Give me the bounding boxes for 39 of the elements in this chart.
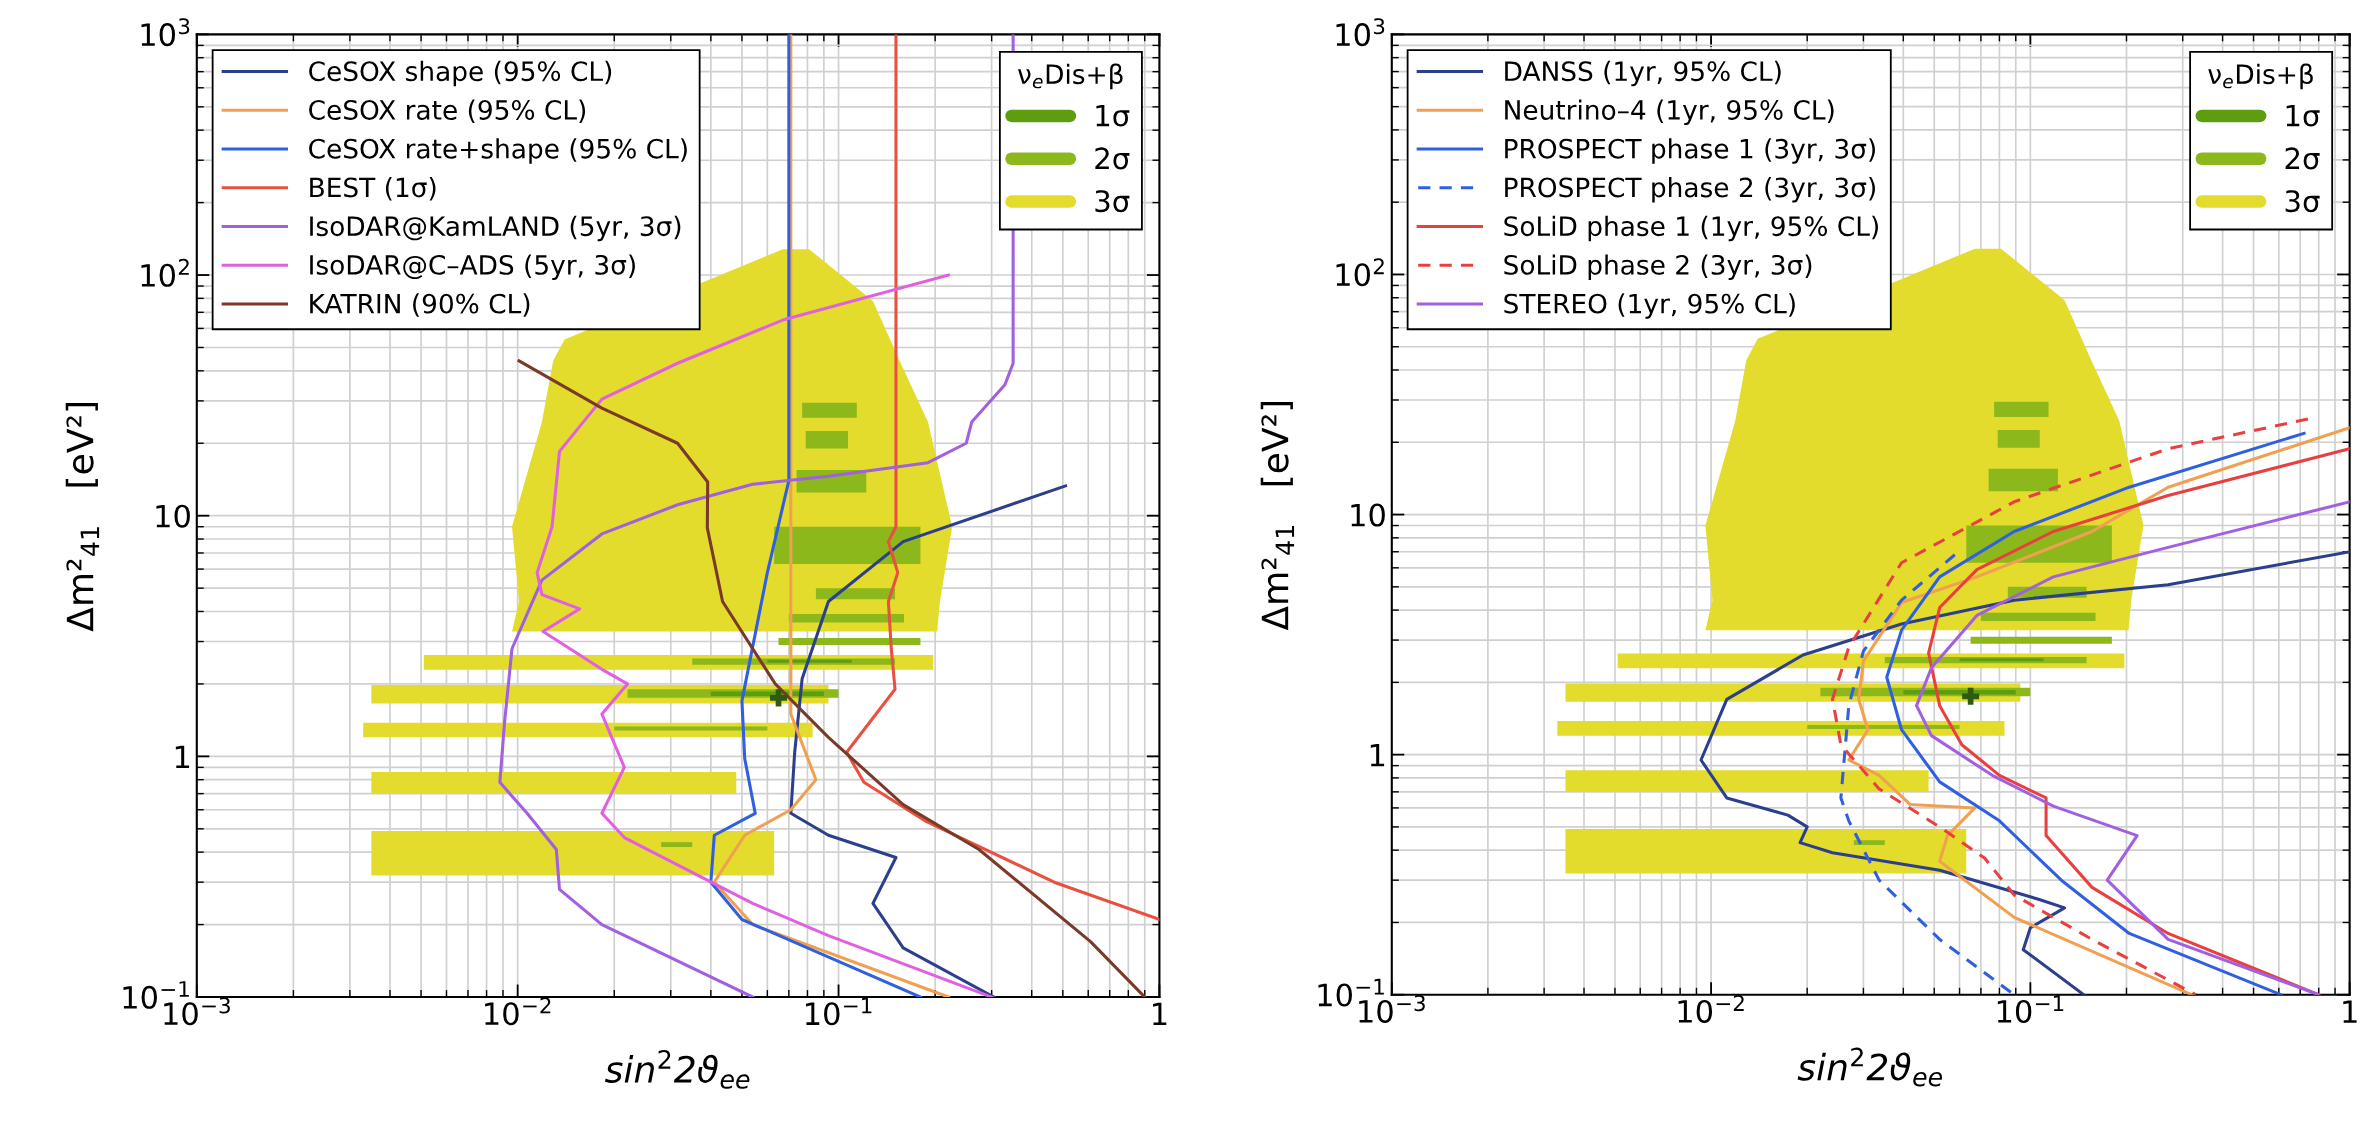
legend-label: 1σ [2286,104,2320,127]
x-tick-label: 10$^{−2}$ [1678,995,1744,1024]
x-tick-label: 1 [1153,1002,1167,1026]
legend-label: IsoDAR@C–ADS (5yr, 3σ) [310,254,635,280]
y-tick-label: 10$^{3}$ [141,18,190,47]
legend-label: 2σ [2285,147,2320,170]
legend-title: ν$_{e}$Dis+β [2208,63,2313,90]
y-tick-label: 1 [175,745,190,768]
y-tick-label: 10 [156,504,190,528]
legend-label: DANSS (1yr, 95% CL) [1505,60,1781,87]
legend-label: IsoDAR@KamLAND (5yr, 3σ) [310,215,681,242]
legend-label: 2σ [1095,147,1130,170]
legend-label: 3σ [1095,190,1130,213]
x-axis-title: sin$^{2}$2ϑ$_{ee}$ [1797,1047,1943,1087]
legend-label: CeSOX shape (95% CL) [309,60,612,87]
legend-label: 1σ [1096,104,1130,127]
x-tick-label: 1 [2343,1000,2357,1023]
y-tick-label: 10$^{2}$ [141,258,189,287]
x-tick-label: 10$^{−1}$ [806,997,872,1026]
y-tick-label: 1 [1370,743,1385,767]
legend-label: Neutrino–4 (1yr, 95% CL) [1505,99,1834,126]
legend-label: CeSOX rate+shape (95% CL) [309,138,687,164]
legend-label: KATRIN (90% CL) [310,293,530,317]
legend-label: SoLiD phase 2 (3yr, 3σ) [1504,254,1812,280]
legend-label: 3σ [2285,190,2320,213]
legend-label: STEREO (1yr, 95% CL) [1504,293,1795,319]
legend-label: SoLiD phase 1 (1yr, 95% CL) [1504,215,1878,242]
x-axis-title: sin$^{2}$2ϑ$_{ee}$ [605,1049,750,1089]
legend-label: PROSPECT phase 2 (3yr, 3σ) [1505,176,1875,203]
legend-title: ν$_{e}$Dis+β [1018,63,1123,90]
legend-label: CeSOX rate (95% CL) [309,99,586,124]
legend-label: BEST (1σ) [310,177,436,201]
y-tick-label: 10 [1351,503,1385,527]
x-tick-label: 10$^{−1}$ [1997,995,2064,1024]
text: Δm²$_{41}$ [eV²] [1260,401,1295,631]
text: Δm²$_{41}$ [eV²] [65,403,100,632]
y-tick-label: 10$^{2}$ [1336,258,1384,287]
legend-label: PROSPECT phase 1 (3yr, 3σ) [1505,138,1875,164]
y-tick-label: 10$^{3}$ [1336,18,1385,47]
